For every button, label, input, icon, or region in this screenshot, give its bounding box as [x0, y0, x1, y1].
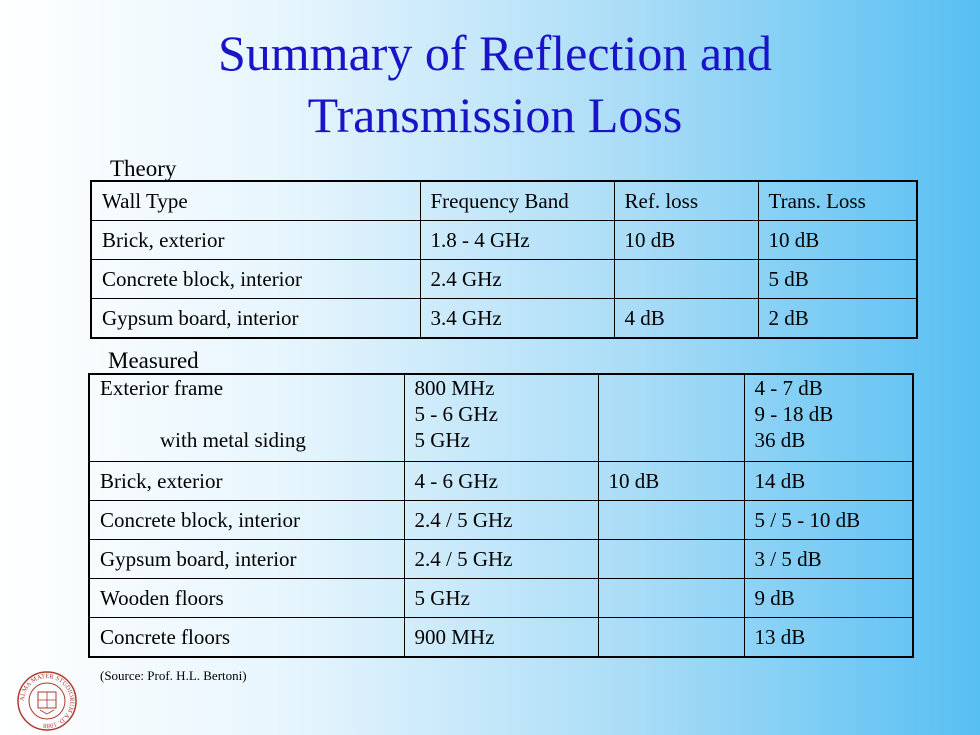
- cell-ref-loss: [597, 617, 745, 658]
- theory-table: Wall Type Frequency Band Ref. loss Trans…: [90, 180, 918, 339]
- header-wall-type: Wall Type: [90, 180, 421, 221]
- table-row: Gypsum board, interior 2.4 / 5 GHz 3 / 5…: [88, 539, 914, 579]
- cell-wall-type: Exterior frame with metal siding: [88, 373, 405, 462]
- cell-trans-loss: 5 / 5 - 10 dB: [743, 500, 914, 540]
- cell-wall-type: Concrete block, interior: [88, 500, 405, 540]
- cell-wall-type: Gypsum board, interior: [90, 298, 421, 339]
- table-row: Gypsum board, interior 3.4 GHz 4 dB 2 dB: [90, 298, 918, 339]
- cell-wall-type: Concrete floors: [88, 617, 405, 658]
- wall-line-spacer: [100, 401, 404, 427]
- cell-ref-loss: 10 dB: [597, 461, 745, 501]
- freq-line: 800 MHz: [414, 376, 495, 400]
- measured-label: Measured: [108, 348, 199, 373]
- cell-wall-type: Brick, exterior: [88, 461, 405, 501]
- cell-frequency: 2.4 GHz: [419, 259, 615, 299]
- cell-ref-loss: [597, 373, 745, 462]
- title-line-2: Transmission Loss: [307, 87, 683, 143]
- title-line-1: Summary of Reflection and: [217, 25, 773, 81]
- trans-line: 4 - 7 dB: [754, 376, 823, 400]
- theory-label: Theory: [110, 156, 177, 181]
- cell-trans-loss: 14 dB: [743, 461, 914, 501]
- cell-frequency: 2.4 / 5 GHz: [403, 500, 599, 540]
- cell-trans-loss: 3 / 5 dB: [743, 539, 914, 579]
- table-row: Concrete block, interior 2.4 GHz 5 dB: [90, 259, 918, 299]
- wall-line-2: with metal siding: [160, 428, 306, 452]
- header-frequency-band: Frequency Band: [419, 180, 615, 221]
- cell-frequency: 2.4 / 5 GHz: [403, 539, 599, 579]
- source-note: (Source: Prof. H.L. Bertoni): [100, 668, 247, 683]
- cell-wall-type: Concrete block, interior: [90, 259, 421, 299]
- cell-frequency: 4 - 6 GHz: [403, 461, 599, 501]
- cell-ref-loss: [597, 578, 745, 618]
- cell-frequency: 1.8 - 4 GHz: [419, 220, 615, 260]
- cell-trans-loss: 13 dB: [743, 617, 914, 658]
- table-row: Concrete floors 900 MHz 13 dB: [88, 617, 914, 658]
- table-row: Brick, exterior 4 - 6 GHz 10 dB 14 dB: [88, 461, 914, 501]
- freq-line: 5 - 6 GHz: [414, 402, 498, 426]
- measured-table: Exterior frame with metal siding 800 MHz…: [88, 373, 914, 658]
- cell-ref-loss: [613, 259, 759, 299]
- cell-frequency: 900 MHz: [403, 617, 599, 658]
- cell-wall-type: Wooden floors: [88, 578, 405, 618]
- table-row: Concrete block, interior 2.4 / 5 GHz 5 /…: [88, 500, 914, 540]
- cell-trans-loss: 4 - 7 dB 9 - 18 dB 36 dB: [743, 373, 914, 462]
- trans-line: 9 - 18 dB: [754, 402, 834, 426]
- cell-wall-type: Brick, exterior: [90, 220, 421, 260]
- header-trans-loss: Trans. Loss: [757, 180, 918, 221]
- cell-ref-loss: [597, 500, 745, 540]
- cell-trans-loss: 2 dB: [757, 298, 918, 339]
- cell-ref-loss: 4 dB: [613, 298, 759, 339]
- freq-line: 5 GHz: [414, 428, 470, 452]
- table-row: Wooden floors 5 GHz 9 dB: [88, 578, 914, 618]
- trans-line: 36 dB: [754, 428, 806, 452]
- cell-trans-loss: 9 dB: [743, 578, 914, 618]
- table-row: Exterior frame with metal siding 800 MHz…: [88, 373, 914, 462]
- cell-ref-loss: 10 dB: [613, 220, 759, 260]
- slide-title: Summary of Reflection and Transmission L…: [0, 22, 980, 146]
- cell-frequency: 800 MHz 5 - 6 GHz 5 GHz: [403, 373, 599, 462]
- cell-frequency: 5 GHz: [403, 578, 599, 618]
- cell-trans-loss: 5 dB: [757, 259, 918, 299]
- cell-ref-loss: [597, 539, 745, 579]
- cell-trans-loss: 10 dB: [757, 220, 918, 260]
- cell-wall-type: Gypsum board, interior: [88, 539, 405, 579]
- university-seal-icon: ALMA MATER STUDIORUM A.D. 1088: [17, 671, 77, 731]
- cell-frequency: 3.4 GHz: [419, 298, 615, 339]
- table-header-row: Wall Type Frequency Band Ref. loss Trans…: [90, 180, 918, 221]
- table-row: Brick, exterior 1.8 - 4 GHz 10 dB 10 dB: [90, 220, 918, 260]
- header-ref-loss: Ref. loss: [613, 180, 759, 221]
- wall-line-1: Exterior frame: [100, 376, 224, 400]
